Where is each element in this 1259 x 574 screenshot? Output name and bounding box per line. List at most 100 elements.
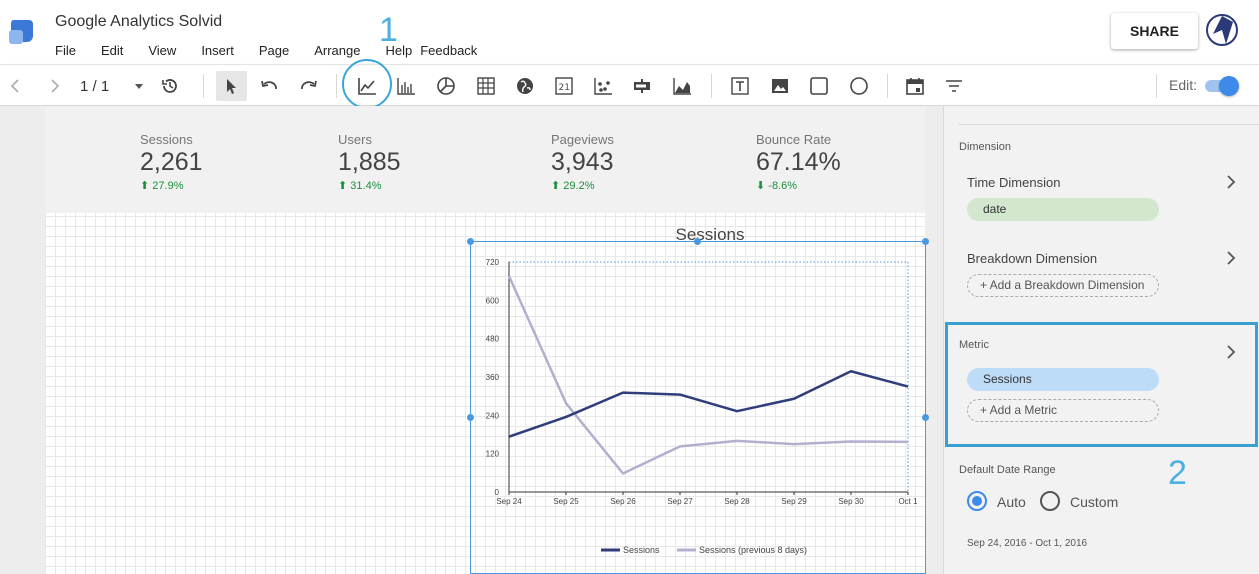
metric-chip[interactable]: Sessions xyxy=(967,368,1159,391)
auto-radio[interactable] xyxy=(967,491,987,511)
scorecard-users[interactable]: Users 1,885 ⬆ 31.4% xyxy=(338,132,401,192)
time-dimension-chip[interactable]: date xyxy=(967,198,1159,221)
metric-section-title: Metric xyxy=(959,339,989,351)
y-tick-label: 240 xyxy=(486,411,500,420)
back-icon[interactable] xyxy=(3,73,29,99)
menu-feedback[interactable]: Feedback xyxy=(420,43,478,58)
scorecard-value: 3,943 xyxy=(551,148,614,176)
chart-title: Sessions xyxy=(675,225,745,244)
chevron-right-icon[interactable] xyxy=(1224,175,1238,189)
undo-icon[interactable] xyxy=(256,73,282,99)
custom-radio-label: Custom xyxy=(1070,494,1119,510)
arrow-down-icon: ⬇ xyxy=(756,180,769,192)
toolbar: 1 / 1 21 xyxy=(0,64,1259,106)
history-icon[interactable] xyxy=(157,73,183,99)
annotation-circle xyxy=(342,59,392,109)
data-studio-logo xyxy=(9,20,33,44)
scorecard-value: 67.14% xyxy=(756,148,841,176)
x-tick-label: Oct 1 xyxy=(898,497,918,506)
menu-file[interactable]: File xyxy=(55,43,76,58)
svg-text:21: 21 xyxy=(559,83,570,93)
chevron-right-icon[interactable] xyxy=(1224,345,1238,359)
scorecard-row: Sessions 2,261 ⬆ 27.9% Users 1,885 ⬆ 31.… xyxy=(45,106,925,213)
dimension-section-title: Dimension xyxy=(959,141,1011,153)
table-icon[interactable] xyxy=(473,73,499,99)
time-series-chart[interactable]: 0 120 240 360 480 600 720 Sep 24 Sep 25 Sep 26 Sep… xyxy=(470,250,920,570)
scorecard-sessions[interactable]: Sessions 2,261 ⬆ 27.9% xyxy=(140,132,203,192)
properties-panel xyxy=(943,106,1259,574)
arrow-up-icon: ⬆ xyxy=(551,180,564,192)
y-tick-label: 0 xyxy=(495,488,500,497)
image-icon[interactable] xyxy=(767,73,793,99)
menu-bar: File Edit View Insert Page Arrange Help … xyxy=(55,43,502,58)
geo-map-icon[interactable] xyxy=(512,73,538,99)
panel-divider xyxy=(958,124,1259,125)
scatter-chart-icon[interactable] xyxy=(590,73,616,99)
forward-icon[interactable] xyxy=(41,73,67,99)
scorecard-bounce-rate[interactable]: Bounce Rate 67.14% ⬇ -8.6% xyxy=(756,132,841,192)
page-dropdown-icon[interactable] xyxy=(126,73,152,99)
date-range-icon[interactable] xyxy=(902,73,928,99)
page-indicator: 1 / 1 xyxy=(80,78,110,95)
y-tick-label: 360 xyxy=(486,373,500,382)
arrow-up-icon: ⬆ xyxy=(140,180,153,192)
series-line-0 xyxy=(508,370,909,438)
x-tick-label: Sep 25 xyxy=(553,497,579,506)
edit-toggle-knob xyxy=(1219,76,1239,96)
scorecard-delta: ⬇ -8.6% xyxy=(756,180,798,192)
circle-icon[interactable] xyxy=(846,73,872,99)
custom-radio[interactable] xyxy=(1040,491,1060,511)
edit-label: Edit: xyxy=(1169,77,1198,93)
legend-label: Sessions xyxy=(623,545,660,555)
bar-chart-icon[interactable] xyxy=(393,73,419,99)
resize-handle[interactable] xyxy=(694,238,701,245)
scorecard-label: Pageviews xyxy=(551,132,614,147)
menu-edit[interactable]: Edit xyxy=(100,43,124,58)
edit-toggle[interactable] xyxy=(1205,75,1241,97)
menu-insert[interactable]: Insert xyxy=(201,43,234,58)
scorecard-label: Sessions xyxy=(140,132,193,147)
text-box-icon[interactable] xyxy=(727,73,753,99)
scorecard-pageviews[interactable]: Pageviews 3,943 ⬆ 29.2% xyxy=(551,132,614,192)
arrow-up-icon: ⬆ xyxy=(338,180,351,192)
resize-handle[interactable] xyxy=(922,238,929,245)
report-title[interactable]: Google Analytics Solvid xyxy=(55,13,223,30)
toolbar-divider xyxy=(336,74,337,98)
add-breakdown-button[interactable]: + Add a Breakdown Dimension xyxy=(967,274,1159,297)
annotation-number-1: 1 xyxy=(379,11,398,49)
redo-icon[interactable] xyxy=(296,73,322,99)
scorecard-delta: ⬆ 29.2% xyxy=(551,180,595,192)
resize-handle[interactable] xyxy=(922,414,929,421)
plot-area-frame xyxy=(508,261,909,493)
menu-help[interactable]: Help xyxy=(385,43,413,58)
resize-handle[interactable] xyxy=(467,414,474,421)
scorecard-value: 1,885 xyxy=(338,148,401,176)
add-metric-button[interactable]: + Add a Metric xyxy=(967,399,1159,422)
resize-handle[interactable] xyxy=(467,238,474,245)
y-tick-label: 600 xyxy=(486,296,500,305)
avatar[interactable] xyxy=(1206,14,1238,46)
menu-page[interactable]: Page xyxy=(258,43,290,58)
legend-label: Sessions (previous 8 days) xyxy=(699,545,807,555)
x-tick-label: Sep 29 xyxy=(781,497,807,506)
x-tick-label: Sep 24 xyxy=(496,497,522,506)
scorecard-label: Bounce Rate xyxy=(756,132,832,147)
cursor-icon[interactable] xyxy=(218,73,244,99)
y-tick-label: 720 xyxy=(486,258,500,267)
rectangle-icon[interactable] xyxy=(806,73,832,99)
annotation-number-2: 2 xyxy=(1168,454,1187,492)
menu-arrange[interactable]: Arrange xyxy=(314,43,361,58)
toolbar-divider xyxy=(887,74,888,98)
scorecard-icon[interactable]: 21 xyxy=(551,73,577,99)
y-tick-label: 480 xyxy=(486,335,500,344)
bullet-chart-icon[interactable] xyxy=(629,73,655,99)
pie-chart-icon[interactable] xyxy=(433,73,459,99)
x-tick-label: Sep 26 xyxy=(610,497,636,506)
chevron-right-icon[interactable] xyxy=(1224,251,1238,265)
breakdown-dimension-label: Breakdown Dimension xyxy=(967,251,1098,266)
area-chart-icon[interactable] xyxy=(669,73,695,99)
scorecard-value: 2,261 xyxy=(140,148,203,176)
menu-view[interactable]: View xyxy=(148,43,177,58)
share-button[interactable]: SHARE xyxy=(1111,13,1198,49)
filter-icon[interactable] xyxy=(941,73,967,99)
